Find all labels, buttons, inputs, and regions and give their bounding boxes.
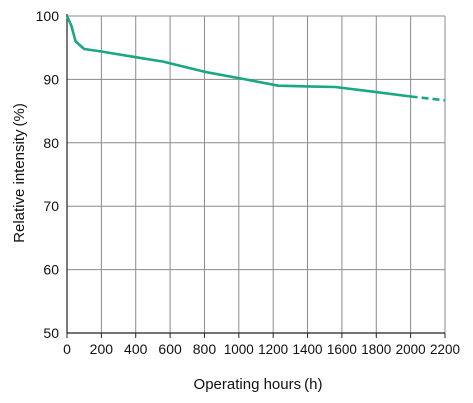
- x-tick-label-0: 0: [63, 341, 71, 357]
- x-tick-label-1000: 1000: [224, 341, 254, 357]
- x-tick-label-1200: 1200: [258, 341, 288, 357]
- y-tick-label-70: 70: [43, 198, 59, 214]
- y-tick-label-100: 100: [36, 8, 60, 24]
- x-tick-label-600: 600: [158, 341, 182, 357]
- x-tick-label-200: 200: [90, 341, 114, 357]
- grid-layer: [66, 15, 446, 334]
- x-tick-label-800: 800: [193, 341, 217, 357]
- labels-layer: 0 200 400 600 800 1000 1200 1400 1600 1800 2000 220…: [36, 8, 461, 357]
- x-tick-label-2000: 2000: [396, 341, 426, 357]
- x-axis-title: Operating hours (h): [194, 376, 323, 393]
- x-tick-label-1400: 1400: [293, 341, 323, 357]
- x-tick-label-400: 400: [124, 341, 148, 357]
- y-tick-label-80: 80: [43, 135, 59, 151]
- x-tick-label-2200: 2200: [430, 341, 460, 357]
- series-line-dashed: [410, 95, 446, 102]
- x-tick-label-1800: 1800: [361, 341, 391, 357]
- y-axis-title: Relative intensity (%): [11, 103, 28, 243]
- axes-layer: [66, 14, 446, 338]
- y-tick-label-60: 60: [43, 262, 59, 278]
- x-tick-label-1600: 1600: [327, 341, 357, 357]
- series-layer: [65, 15, 446, 102]
- series-line-solid: [65, 15, 411, 98]
- y-tick-label-90: 90: [43, 71, 59, 87]
- y-tick-label-50: 50: [43, 325, 59, 341]
